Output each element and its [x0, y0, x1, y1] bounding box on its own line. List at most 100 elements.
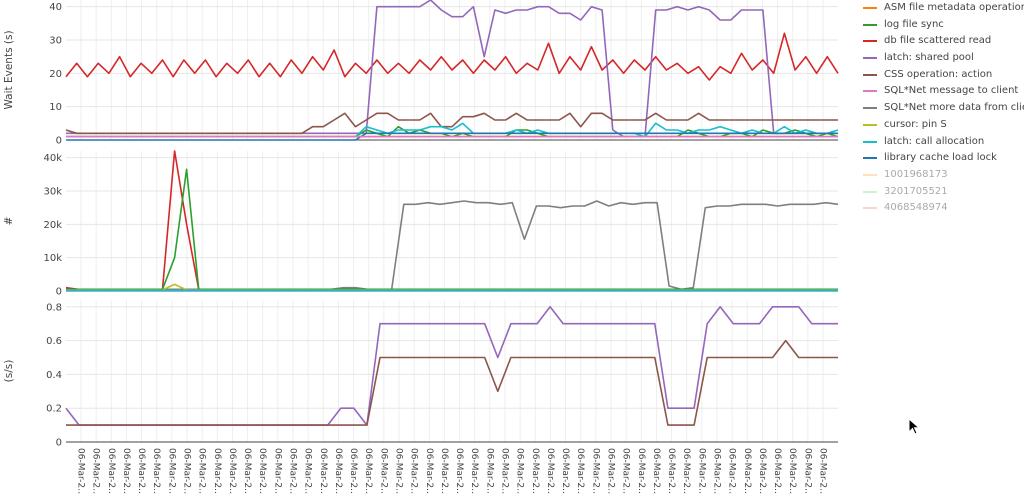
- series-line-latch-call-allocation[interactable]: [66, 122, 839, 138]
- legend-label: library cache load lock: [884, 152, 997, 164]
- legend-label: 3201705521: [884, 185, 948, 197]
- x-tick-label: 06-Mar-2…: [333, 448, 343, 494]
- legend-swatch: [863, 40, 877, 43]
- legend-swatch: [863, 23, 877, 26]
- y-tick-label: 0: [56, 438, 62, 449]
- legend-swatch: [863, 90, 877, 93]
- y-tick-label: 0: [56, 136, 62, 147]
- legend-label: CSS operation: action: [884, 68, 993, 80]
- x-tick-label: 06-Mar-2…: [288, 448, 298, 494]
- y-axis-title: Wait Events (s): [3, 30, 15, 109]
- y-tick-label: 0.4: [46, 370, 62, 381]
- series-line-sql-net-more-data-from-client[interactable]: [66, 200, 839, 291]
- x-tick-label: 06-Mar-2…: [818, 448, 828, 494]
- legend-item[interactable]: latch: call allocation: [862, 134, 1024, 151]
- x-tick-label: 06-Mar-2…: [636, 448, 646, 494]
- x-tick-label: 06-Mar-2…: [151, 448, 161, 494]
- x-tick-label: 06-Mar-2…: [212, 448, 222, 494]
- series-line-log-file-sync[interactable]: [66, 168, 838, 291]
- legend-swatch: [863, 157, 877, 160]
- x-tick-label: 06-Mar-2…: [136, 448, 146, 494]
- legend-item[interactable]: SQL*Net message to client: [862, 83, 1024, 100]
- legend-item[interactable]: SQL*Net more data from clien: [862, 100, 1024, 117]
- x-tick-label: 06-Mar-2…: [394, 448, 404, 494]
- legend-swatch: [863, 207, 877, 210]
- x-tick-label: 06-Mar-2…: [772, 448, 782, 494]
- x-tick-label: 06-Mar-2…: [182, 448, 192, 494]
- x-tick-label: 06-Mar-2…: [106, 448, 116, 494]
- panel-2: 0 10k 20k 30k 40k #: [3, 150, 839, 298]
- x-tick-label: 06-Mar-2…: [439, 448, 449, 494]
- legend-item[interactable]: 4068548974: [862, 200, 1024, 210]
- x-tick-label: 06-Mar-2…: [606, 448, 616, 494]
- legend-item[interactable]: 1001968173: [862, 167, 1024, 184]
- x-tick-label: 06-Mar-2…: [712, 448, 722, 494]
- x-tick-label: 06-Mar-2…: [363, 448, 373, 494]
- y-tick-label: 30: [49, 36, 62, 47]
- x-tick-label: 06-Mar-2…: [545, 448, 555, 494]
- x-tick-label: 06-Mar-2…: [121, 448, 131, 494]
- x-tick-label: 06-Mar-2…: [727, 448, 737, 494]
- legend-label: cursor: pin S: [884, 118, 947, 130]
- x-tick-label: 06-Mar-2…: [666, 448, 676, 494]
- x-tick-label: 06-Mar-2…: [257, 448, 267, 494]
- legend-label: log file sync: [884, 18, 944, 30]
- legend-item[interactable]: CSS operation: action: [862, 67, 1024, 84]
- x-tick-label: 06-Mar-2…: [742, 448, 752, 494]
- x-tick-label: 06-Mar-2…: [454, 448, 464, 494]
- x-tick-label: 06-Mar-2…: [303, 448, 313, 494]
- legend-item[interactable]: db file scattered read: [862, 33, 1024, 50]
- legend-label: 1001968173: [884, 168, 948, 180]
- legend-label: SQL*Net more data from clien: [884, 102, 1024, 114]
- y-axis-title: #: [3, 217, 15, 226]
- x-tick-label: 06-Mar-2…: [469, 448, 479, 494]
- series-line-latch-shared-pool[interactable]: [65, 305, 838, 426]
- x-tick-label: 06-Mar-2…: [787, 448, 797, 494]
- x-tick-label: 06-Mar-2…: [621, 448, 631, 494]
- legend-swatch: [863, 123, 877, 126]
- legend-item[interactable]: library cache load lock: [862, 150, 1024, 167]
- y-tick-label: 0.6: [46, 336, 62, 347]
- y-tick-label: 40: [49, 2, 62, 13]
- series-line-library-cache-load-lock[interactable]: [66, 132, 838, 141]
- x-tick-label: 06-Mar-2…: [318, 448, 328, 494]
- legend-label: 4068548974: [884, 202, 948, 210]
- legend-item[interactable]: ASM file metadata operation: [862, 0, 1024, 17]
- x-tick-label: 06-Mar-2…: [500, 448, 510, 494]
- legend-item[interactable]: latch: shared pool: [862, 50, 1024, 67]
- legend-label: latch: shared pool: [884, 52, 974, 64]
- x-tick-label: 06-Mar-2…: [227, 448, 237, 494]
- series-line-db-file-scattered-read[interactable]: [65, 150, 838, 291]
- y-tick-label: 20: [49, 69, 62, 80]
- legend-swatch: [863, 173, 877, 176]
- x-tick-label: 06-Mar-2…: [802, 448, 812, 494]
- x-tick-label: 06-Mar-2…: [575, 448, 585, 494]
- panel-3: 0 0.2 0.4 0.6 0.8 (s/s): [3, 300, 838, 449]
- x-tick-label: 06-Mar-2…: [76, 448, 86, 494]
- y-tick-label: 0.2: [46, 404, 62, 415]
- x-tick-label: 06-Mar-2…: [530, 448, 540, 494]
- legend-item[interactable]: cursor: pin S: [862, 117, 1024, 134]
- x-tick-label: 06-Mar-2…: [560, 448, 570, 494]
- legend-item[interactable]: 3201705521: [862, 184, 1024, 201]
- legend-item[interactable]: log file sync: [862, 17, 1024, 34]
- x-axis: 06-Mar-2… 06-Mar-2… 06-Mar-2… 06-Mar-2… 06-M…: [76, 448, 828, 494]
- series-line-css-operation-action[interactable]: [66, 339, 838, 426]
- series-line-css-operation-action[interactable]: [65, 112, 838, 135]
- series-line-log-file-sync[interactable]: [66, 125, 839, 138]
- legend-label: latch: call allocation: [884, 135, 985, 147]
- y-tick-label: 40k: [43, 153, 62, 164]
- x-tick-label: 06-Mar-2…: [757, 448, 767, 494]
- panel-1: 0 10 20 30 40 Wait Events (s): [3, 0, 839, 147]
- x-tick-label: 06-Mar-2…: [272, 448, 282, 494]
- legend-swatch: [863, 140, 877, 143]
- legend-label: ASM file metadata operation: [884, 2, 1024, 13]
- x-tick-label: 06-Mar-2…: [651, 448, 661, 494]
- x-tick-label: 06-Mar-2…: [590, 448, 600, 494]
- legend-swatch: [863, 57, 877, 60]
- y-tick-label: 0.8: [46, 302, 62, 313]
- x-tick-label: 06-Mar-2…: [484, 448, 494, 494]
- series-line-db-file-scattered-read[interactable]: [65, 32, 839, 81]
- y-tick-label: 20k: [43, 220, 62, 231]
